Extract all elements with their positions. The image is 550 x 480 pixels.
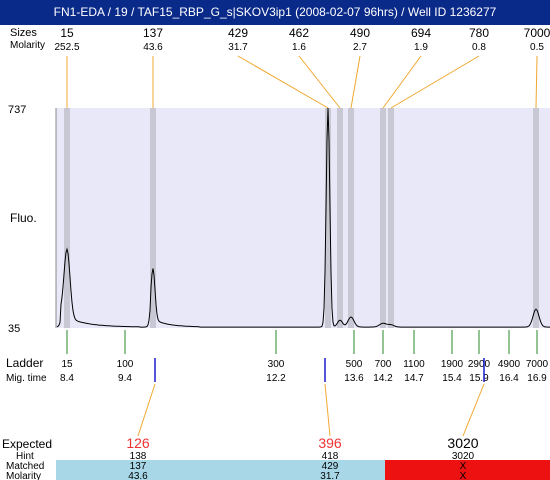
peak-molarity: 1.9 bbox=[414, 42, 428, 53]
electropherogram: Sizes Molarity 737 35 Fluo. 15252.513743… bbox=[2, 26, 550, 480]
peak-molarity: 43.6 bbox=[143, 42, 163, 53]
molarity-value: 43.6 bbox=[128, 471, 148, 480]
peak-connector bbox=[535, 55, 538, 109]
peak-band bbox=[337, 108, 343, 328]
mig-time-label: Mig. time bbox=[6, 373, 47, 384]
peak-molarity: 2.7 bbox=[353, 42, 367, 53]
y-min-label: 35 bbox=[8, 323, 20, 335]
molarity-label: Molarity bbox=[10, 40, 45, 51]
peak-molarity: 252.5 bbox=[54, 42, 79, 53]
peak-connector bbox=[382, 55, 422, 109]
ladder-time: 15.4 bbox=[442, 373, 462, 384]
peak-size: 780 bbox=[469, 26, 489, 40]
expected-size: 3020 bbox=[447, 435, 478, 451]
ladder-label: Ladder bbox=[6, 356, 43, 370]
expected-label: Expected bbox=[2, 437, 52, 451]
ladder-time: 15.9 bbox=[469, 373, 489, 384]
matched-value: X bbox=[460, 461, 467, 472]
peak-size: 429 bbox=[228, 26, 248, 40]
peak-molarity: 0.8 bbox=[472, 42, 486, 53]
peak-labels: 15 252.5 137 43.6 429 31.7 462 1.6 490 2.7 694 1.9 7… bbox=[54, 26, 550, 53]
ladder-size: 1900 bbox=[441, 359, 464, 370]
peak-connector bbox=[350, 55, 361, 109]
ladder-time: 9.4 bbox=[118, 373, 132, 384]
matched-value: 137 bbox=[130, 461, 147, 472]
ladder-time: 13.6 bbox=[344, 373, 364, 384]
expected-connector bbox=[137, 383, 156, 437]
molarity-value: 31.7 bbox=[320, 471, 340, 480]
sizes-label: Sizes bbox=[10, 27, 37, 39]
peak-size: 694 bbox=[411, 26, 431, 40]
peak-size: 462 bbox=[289, 26, 309, 40]
expected-size: 396 bbox=[318, 435, 342, 451]
expected-connector bbox=[324, 383, 331, 437]
expected-connector bbox=[462, 383, 485, 437]
ladder-size: 4900 bbox=[498, 359, 521, 370]
molarity-value: X bbox=[460, 471, 467, 480]
molarity-bottom-label: Molarity bbox=[6, 471, 41, 480]
matched-row-fail bbox=[385, 460, 550, 480]
ladder-size: 7000 bbox=[526, 359, 549, 370]
ladder-size: 2900 bbox=[468, 359, 491, 370]
peak-size: 490 bbox=[350, 26, 370, 40]
peak-connectors bbox=[66, 55, 538, 109]
ladder-size: 100 bbox=[117, 359, 134, 370]
hint-label: Hint bbox=[16, 451, 34, 462]
fluorescence-trace bbox=[56, 107, 550, 328]
ladder-size: 1100 bbox=[403, 359, 425, 370]
matched-value: 429 bbox=[322, 461, 339, 472]
peak-connector bbox=[237, 55, 329, 109]
peak-band bbox=[325, 108, 331, 328]
peak-band bbox=[150, 108, 156, 328]
peak-band bbox=[380, 108, 386, 328]
fluo-label: Fluo. bbox=[10, 211, 37, 225]
hint-value: 418 bbox=[322, 451, 339, 462]
plot-area bbox=[56, 108, 550, 328]
peak-size: 7000 bbox=[524, 26, 550, 40]
ladder-time: 8.4 bbox=[60, 373, 74, 384]
ladder-size: 300 bbox=[268, 359, 285, 370]
expected-size: 126 bbox=[126, 435, 150, 451]
peak-band bbox=[388, 108, 394, 328]
peak-connector bbox=[298, 55, 341, 109]
peak-connector bbox=[390, 55, 480, 109]
peak-band bbox=[64, 108, 70, 328]
peak-molarity: 0.5 bbox=[530, 42, 544, 53]
peak-size: 137 bbox=[143, 26, 163, 40]
ladder-time: 14.2 bbox=[373, 373, 393, 384]
hint-value: 3020 bbox=[452, 451, 475, 462]
peak-band bbox=[533, 108, 539, 328]
hint-value: 138 bbox=[130, 451, 147, 462]
matched-row-ok bbox=[56, 460, 385, 480]
window-title: FN1-EDA / 19 / TAF15_RBP_G_s|SKOV3ip1 (2… bbox=[0, 0, 550, 25]
ladder-size: 700 bbox=[375, 359, 392, 370]
peak-size: 15 bbox=[60, 26, 74, 40]
ladder-markers: 15 8.4 100 9.4 300 12.2 500 13.6 700 14.2 1100 14.7… bbox=[60, 330, 549, 384]
peak-molarity: 1.6 bbox=[292, 42, 306, 53]
peak-band bbox=[348, 108, 354, 328]
peak-molarity: 31.7 bbox=[228, 42, 248, 53]
matched-label: Matched bbox=[6, 461, 44, 472]
ladder-size: 15 bbox=[61, 359, 73, 370]
ladder-time: 16.9 bbox=[527, 373, 547, 384]
ladder-time: 16.4 bbox=[499, 373, 519, 384]
ladder-time: 12.2 bbox=[266, 373, 286, 384]
peak-bands bbox=[64, 108, 539, 328]
y-max-label: 737 bbox=[8, 104, 26, 116]
ladder-size: 500 bbox=[346, 359, 363, 370]
ladder-time: 14.7 bbox=[404, 373, 424, 384]
